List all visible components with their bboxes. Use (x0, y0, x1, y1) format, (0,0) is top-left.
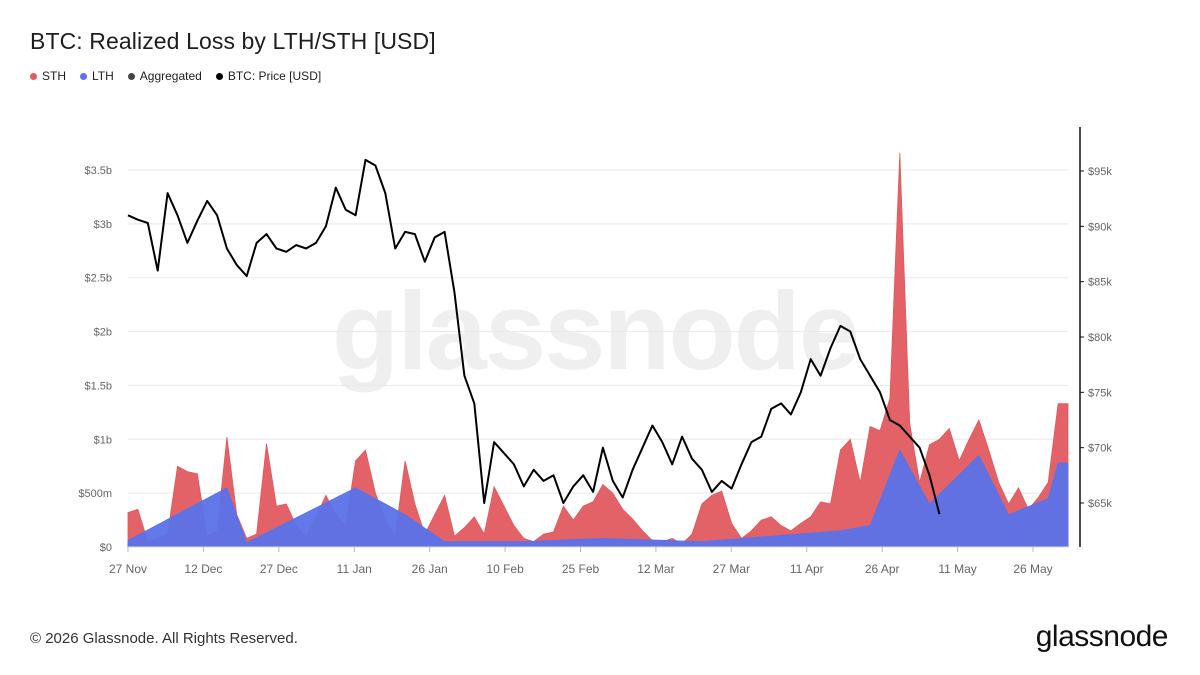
chart-legend: STH LTH Aggregated BTC: Price [USD] (30, 69, 321, 83)
x-tick-label: 10 Feb (486, 562, 524, 576)
y-right-tick-label: $95k (1088, 166, 1112, 178)
x-tick-label: 27 Nov (109, 562, 147, 576)
x-tick-label: 27 Mar (713, 562, 750, 576)
legend-item-sth[interactable]: STH (30, 69, 66, 83)
line-series-btc-price (127, 158, 941, 515)
y-left-tick-label: $500m (78, 488, 112, 500)
x-tick-label: 11 May (938, 562, 976, 576)
legend-label-price: BTC: Price [USD] (227, 69, 322, 83)
x-tick-label: 25 Feb (562, 562, 600, 576)
x-tick-label: 26 May (1013, 562, 1052, 576)
y-left-tick-label: $0 (100, 542, 112, 554)
legend-label-aggregated: Aggregated (139, 69, 202, 83)
y-right-tick-label: $80k (1088, 332, 1112, 344)
legend-dot-aggregated (127, 72, 135, 80)
legend-dot-price (215, 72, 223, 80)
area-series-lth (127, 449, 1069, 548)
footer-logo[interactable]: glassnode (1035, 620, 1169, 653)
legend-label-lth: LTH (92, 69, 114, 83)
y-left-tick-label: $2b (94, 327, 112, 339)
y-right-tick-label: $85k (1088, 277, 1112, 289)
area-series-sth (127, 152, 1069, 548)
x-tick-label: 26 Jan (412, 562, 448, 576)
x-tick-label: 12 Mar (637, 562, 674, 576)
legend-item-lth[interactable]: LTH (80, 69, 114, 83)
y-left-tick-label: $1b (94, 434, 112, 446)
legend-dot-sth (30, 72, 37, 80)
x-tick-label: 27 Dec (260, 562, 298, 576)
x-tick-label: 12 Dec (184, 562, 222, 576)
legend-item-aggregated[interactable]: Aggregated (127, 69, 202, 83)
area-layer (127, 152, 1069, 548)
x-tick-label: 26 Apr (865, 562, 900, 576)
y-left-tick-label: $3.5b (84, 165, 112, 177)
y-right-tick-label: $75k (1088, 387, 1112, 399)
axis-layer: $0 $500m $1b $1.5b $2b $2.5b $3b $3.5b $65k $70k $… (78, 127, 1112, 576)
x-tick-label: 11 Jan (337, 562, 372, 576)
x-tick-label: 11 Apr (790, 562, 824, 576)
footer-copyright: © 2026 Glassnode. All Rights Reserved. (30, 630, 298, 647)
chart-title: BTC: Realized Loss by LTH/STH [USD] (30, 28, 436, 54)
legend-dot-lth (80, 72, 87, 80)
y-right-tick-label: $70k (1088, 443, 1112, 455)
y-right-tick-label: $65k (1088, 498, 1112, 510)
line-layer (127, 158, 941, 515)
legend-item-price[interactable]: BTC: Price [USD] (215, 69, 322, 83)
y-left-tick-label: $1.5b (84, 380, 112, 392)
y-left-tick-label: $3b (94, 219, 112, 231)
legend-label-sth: STH (42, 69, 66, 83)
y-left-tick-label: $2.5b (84, 273, 112, 285)
y-right-tick-label: $90k (1088, 221, 1112, 233)
